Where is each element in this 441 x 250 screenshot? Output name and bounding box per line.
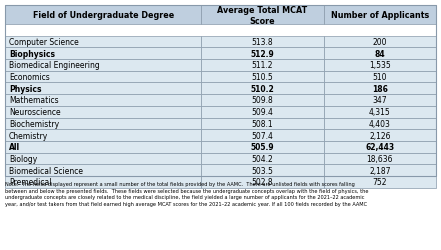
- Text: Field of Undergraduate Degree: Field of Undergraduate Degree: [33, 11, 174, 20]
- Text: 510.2: 510.2: [250, 84, 274, 94]
- Text: Physics: Physics: [9, 84, 41, 94]
- Bar: [5, 153, 201, 164]
- Bar: [5, 118, 201, 130]
- Bar: [5, 95, 201, 106]
- Bar: [201, 141, 324, 153]
- Text: 509.4: 509.4: [251, 108, 273, 117]
- Bar: [201, 6, 324, 25]
- Text: Note:  The fields displayed represent a small number of the total fields provide: Note: The fields displayed represent a s…: [5, 181, 369, 206]
- Bar: [5, 6, 436, 176]
- Bar: [201, 36, 324, 48]
- Text: Biophysics: Biophysics: [9, 50, 55, 58]
- Text: Mathematics: Mathematics: [9, 96, 59, 105]
- Text: 504.2: 504.2: [252, 154, 273, 163]
- Bar: [5, 130, 201, 141]
- Bar: [5, 83, 201, 95]
- Bar: [324, 141, 436, 153]
- Text: 84: 84: [374, 50, 385, 58]
- Bar: [201, 118, 324, 130]
- Text: 510.5: 510.5: [252, 73, 273, 82]
- Bar: [5, 176, 201, 188]
- Bar: [5, 48, 201, 60]
- Bar: [5, 164, 201, 176]
- Bar: [324, 130, 436, 141]
- Bar: [324, 60, 436, 72]
- Bar: [324, 36, 436, 48]
- Text: All: All: [9, 143, 20, 152]
- Bar: [5, 36, 201, 48]
- Text: 347: 347: [373, 96, 387, 105]
- Bar: [324, 95, 436, 106]
- Bar: [201, 164, 324, 176]
- Text: Neuroscience: Neuroscience: [9, 108, 60, 117]
- Text: 509.8: 509.8: [252, 96, 273, 105]
- Text: 752: 752: [373, 178, 387, 186]
- Text: 508.1: 508.1: [252, 119, 273, 128]
- Bar: [201, 106, 324, 118]
- Bar: [5, 6, 201, 25]
- Text: Biomedical Science: Biomedical Science: [9, 166, 83, 175]
- Text: 512.9: 512.9: [250, 50, 274, 58]
- Text: 4,403: 4,403: [369, 119, 391, 128]
- Bar: [324, 106, 436, 118]
- Text: 2,187: 2,187: [369, 166, 390, 175]
- Text: Biomedical Engineering: Biomedical Engineering: [9, 61, 100, 70]
- Bar: [201, 72, 324, 83]
- Text: 62,443: 62,443: [365, 143, 394, 152]
- Text: Average Total MCAT
Score: Average Total MCAT Score: [217, 6, 307, 25]
- Bar: [201, 83, 324, 95]
- Bar: [324, 164, 436, 176]
- Text: 502.8: 502.8: [252, 178, 273, 186]
- Bar: [201, 153, 324, 164]
- Bar: [5, 106, 201, 118]
- Text: 18,636: 18,636: [366, 154, 393, 163]
- Text: Biology: Biology: [9, 154, 37, 163]
- Text: 513.8: 513.8: [252, 38, 273, 47]
- Bar: [324, 153, 436, 164]
- Text: Chemistry: Chemistry: [9, 131, 48, 140]
- Text: 2,126: 2,126: [369, 131, 390, 140]
- Bar: [201, 95, 324, 106]
- Bar: [201, 48, 324, 60]
- Bar: [324, 118, 436, 130]
- Text: Economics: Economics: [9, 73, 49, 82]
- Bar: [5, 72, 201, 83]
- Bar: [324, 6, 436, 25]
- Text: Biochemistry: Biochemistry: [9, 119, 59, 128]
- Text: 1,535: 1,535: [369, 61, 391, 70]
- Text: Number of Applicants: Number of Applicants: [331, 11, 429, 20]
- Text: 200: 200: [373, 38, 387, 47]
- Text: Premedical: Premedical: [9, 178, 51, 186]
- Bar: [201, 176, 324, 188]
- Text: 511.2: 511.2: [252, 61, 273, 70]
- Bar: [5, 141, 201, 153]
- Bar: [324, 72, 436, 83]
- Text: 510: 510: [373, 73, 387, 82]
- Text: 4,315: 4,315: [369, 108, 391, 117]
- Bar: [324, 48, 436, 60]
- Text: Computer Science: Computer Science: [9, 38, 78, 47]
- Text: 507.4: 507.4: [251, 131, 273, 140]
- Bar: [5, 60, 201, 72]
- Bar: [201, 60, 324, 72]
- Text: 503.5: 503.5: [251, 166, 273, 175]
- Text: 505.9: 505.9: [250, 143, 274, 152]
- Bar: [201, 130, 324, 141]
- Text: 186: 186: [372, 84, 388, 94]
- Bar: [324, 83, 436, 95]
- Bar: [324, 176, 436, 188]
